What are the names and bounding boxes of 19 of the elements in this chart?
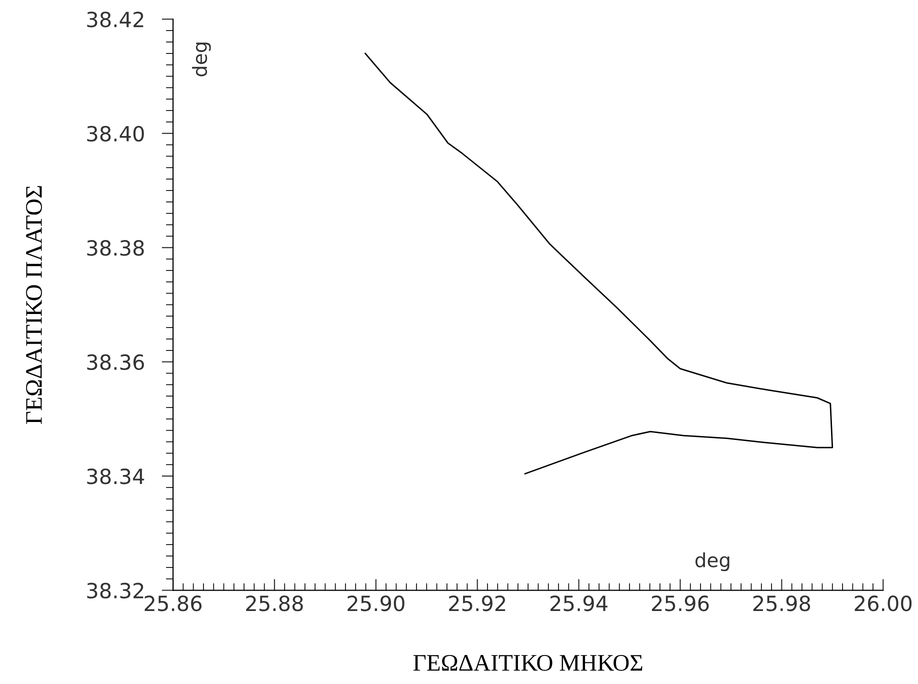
annotation: deg (192, 42, 211, 76)
x-tick-label: 25.88 (246, 596, 303, 612)
x-tick-label: 25.86 (144, 596, 202, 612)
y-tick-label: 38.42 (87, 12, 144, 28)
annotation: deg (695, 552, 730, 572)
y-tick-label: 38.34 (87, 468, 144, 484)
y-axis-title: ΓΕΩΔΑΙΤΙΚΟ ΠΛΑΤΟΣ (26, 186, 42, 424)
x-tick-label: 25.92 (449, 596, 506, 612)
x-axis-title: ΓΕΩΔΑΙΤΙΚΟ ΜΗΚΟΣ (413, 654, 642, 671)
y-tick-label: 38.36 (87, 354, 144, 370)
y-tick-label: 38.40 (87, 126, 144, 142)
x-tick-label: 25.90 (348, 596, 404, 612)
y-tick-label: 38.38 (87, 240, 144, 256)
x-tick-label: 25.94 (550, 596, 608, 612)
x-tick-label: 25.98 (753, 596, 810, 612)
y-tick-label: 38.32 (87, 582, 144, 599)
line-series (364, 52, 834, 474)
x-tick-label: 26.00 (854, 596, 912, 612)
x-tick-label: 25.96 (652, 596, 709, 612)
